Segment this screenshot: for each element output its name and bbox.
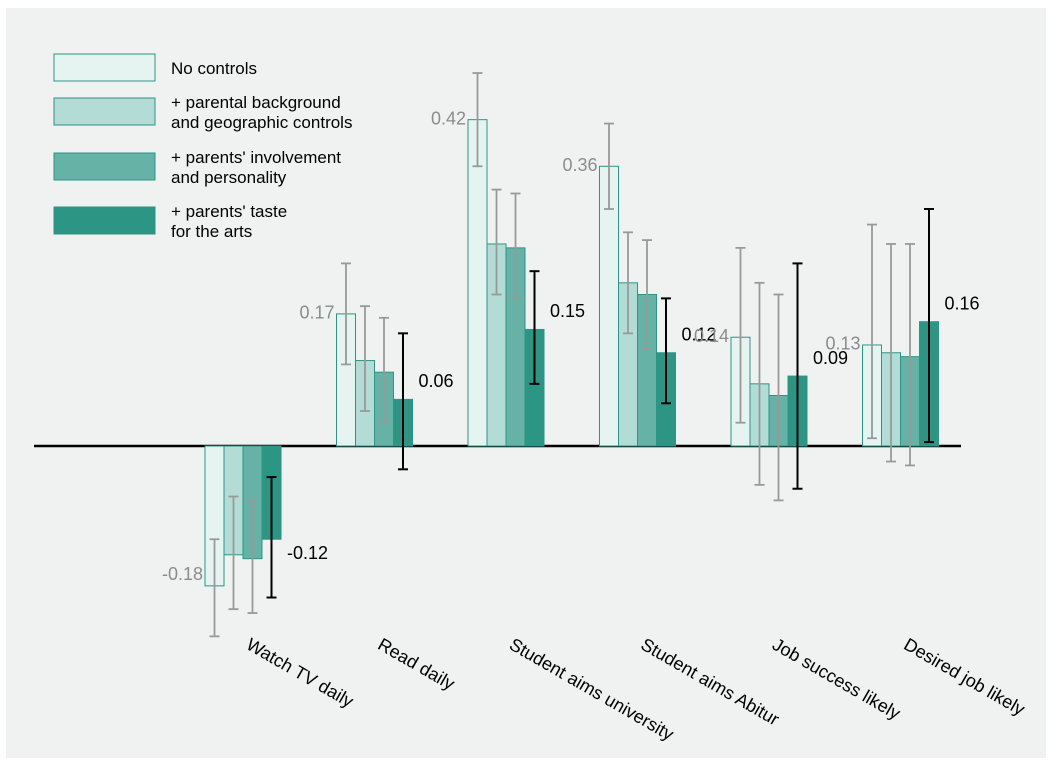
value-label-first-2: 0.17 — [299, 303, 334, 323]
value-label-last-4: 0.12 — [682, 325, 717, 345]
category-label-2: Read daily — [375, 634, 459, 694]
bar-chart: -0.18 -0.12 Watch TV daily 0.17 0.06 Read dai… — [34, 53, 1029, 745]
category-label-4: Student aims Abitur — [638, 634, 783, 729]
value-label-first-5: 0.14 — [694, 326, 729, 346]
category-label-6: Desired job likely — [901, 634, 1029, 719]
legend-swatch-3 — [53, 152, 156, 181]
value-label-last-5: 0.09 — [813, 348, 848, 368]
legend-label-3: + parents' involvement and personality — [171, 148, 341, 187]
value-label-first-3: 0.42 — [431, 108, 466, 128]
value-label-last-6: 0.16 — [945, 293, 980, 313]
chart-canvas: -0.18 -0.12 Watch TV daily 0.17 0.06 Read dai… — [6, 8, 1046, 758]
legend-label-4: + parents' taste for the arts — [171, 202, 287, 241]
value-label-last-1: -0.12 — [287, 543, 328, 563]
category-label-5: Job success likely — [769, 634, 904, 723]
legend-swatch-4 — [53, 206, 156, 235]
legend-label-1: No controls — [171, 59, 257, 78]
value-label-first-1: -0.18 — [162, 564, 203, 584]
legend-swatch-1 — [53, 53, 156, 82]
legend-swatch-2 — [53, 97, 156, 126]
legend-label-2: + parental background and geographic cont… — [171, 93, 352, 132]
category-label-1: Watch TV daily — [243, 634, 357, 711]
value-label-first-6: 0.13 — [825, 334, 860, 354]
value-label-last-3: 0.15 — [550, 301, 585, 321]
value-label-first-4: 0.36 — [562, 155, 597, 175]
bar-3-series-1 — [467, 119, 488, 447]
value-label-last-2: 0.06 — [419, 371, 454, 391]
